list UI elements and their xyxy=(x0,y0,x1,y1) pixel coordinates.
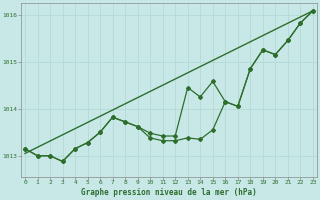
X-axis label: Graphe pression niveau de la mer (hPa): Graphe pression niveau de la mer (hPa) xyxy=(81,188,257,197)
